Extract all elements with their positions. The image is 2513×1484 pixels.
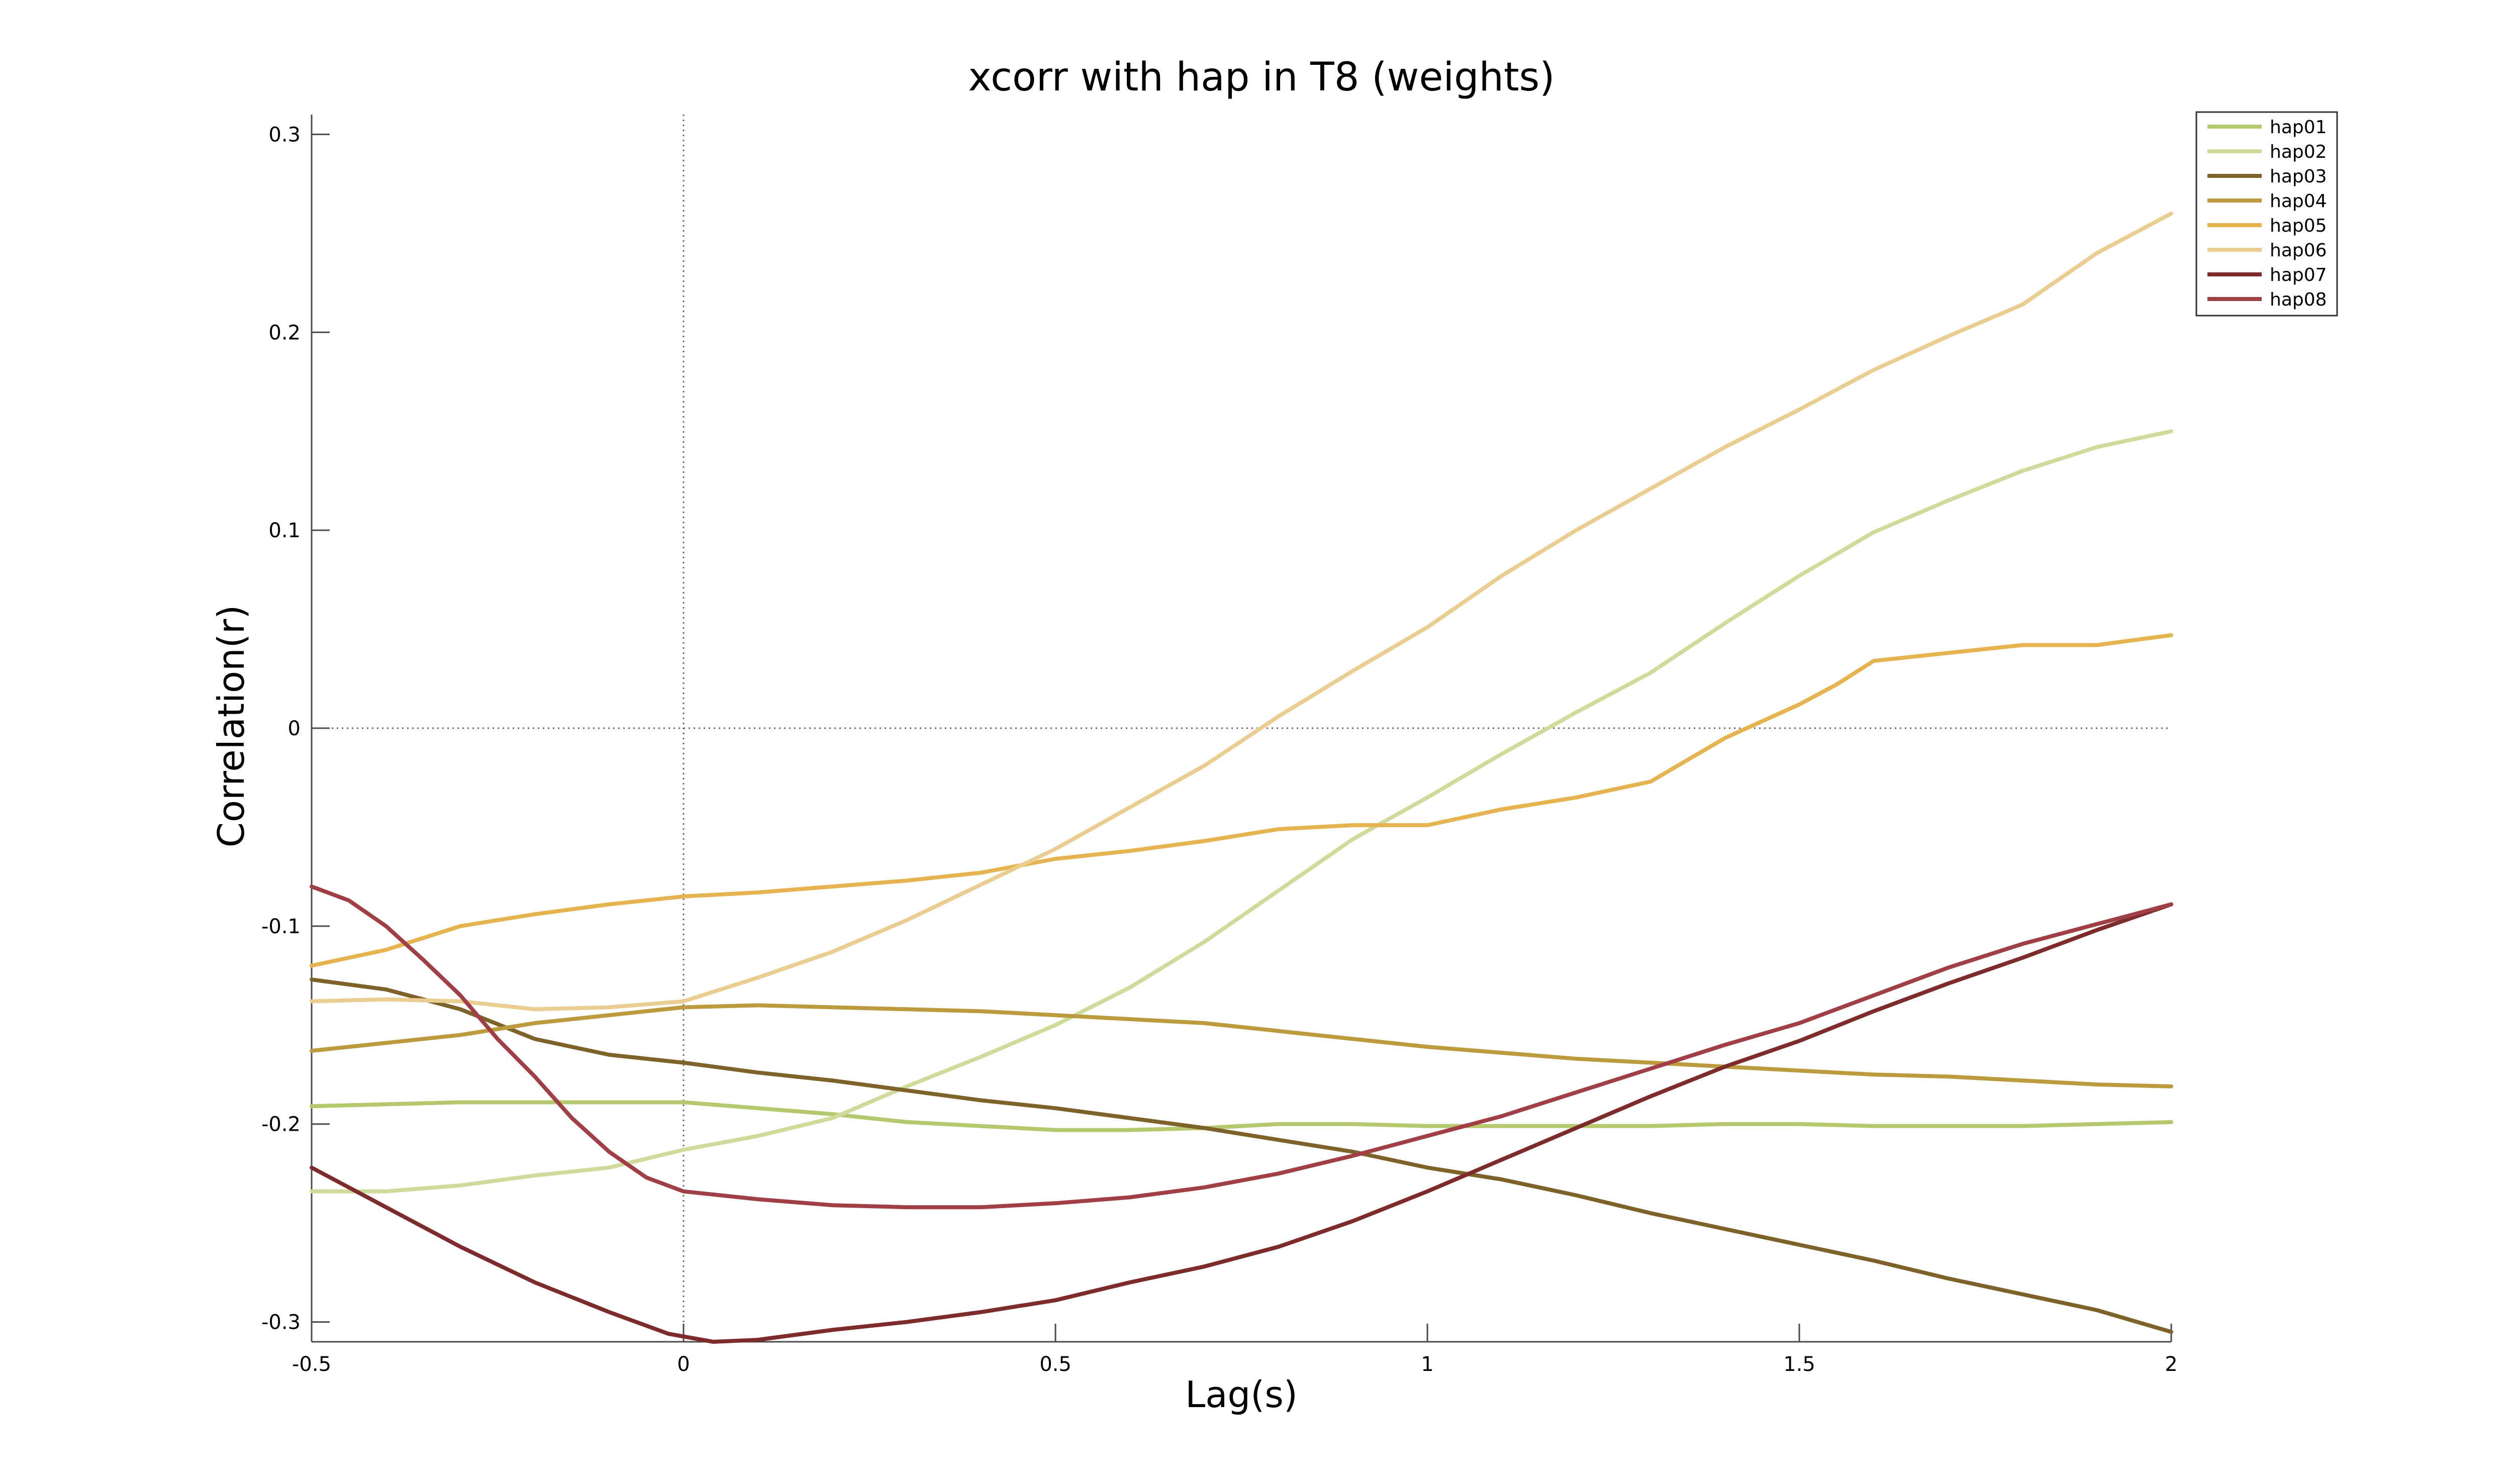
legend-label-hap04: hap04	[2270, 191, 2327, 212]
y-tick-label: 0.1	[268, 519, 301, 542]
series-line-hap03	[310, 977, 2173, 1334]
y-axis-ticks: -0.3 -0.2 -0.1 0 0.1 0.2 0.3	[261, 123, 330, 1334]
y-tick-label: 0.3	[268, 123, 301, 146]
x-tick-label: 1.5	[1783, 1353, 1815, 1376]
series-line-hap06	[310, 211, 2173, 1012]
reference-lines	[312, 115, 2171, 1342]
series-line-hap02	[310, 429, 2173, 1194]
legend-label-hap06: hap06	[2270, 240, 2327, 261]
y-tick-label: 0	[288, 717, 301, 740]
y-tick-label: -0.2	[261, 1113, 301, 1136]
series-line-hap08	[310, 884, 2173, 1210]
legend-label-hap02: hap02	[2270, 142, 2327, 162]
chart-title: xcorr with hap in T8 (weights)	[968, 55, 1555, 100]
series-line-hap05	[310, 633, 2173, 968]
x-axis-label: Lag(s)	[1185, 1373, 1298, 1416]
series-lines	[310, 211, 2173, 1344]
legend-label-hap08: hap08	[2270, 289, 2327, 310]
x-tick-label: 2	[2165, 1353, 2177, 1376]
legend-label-hap01: hap01	[2270, 117, 2327, 138]
y-tick-label: -0.3	[261, 1311, 301, 1334]
series-line-hap04	[310, 1003, 2173, 1089]
x-tick-label: 1	[1421, 1353, 1433, 1376]
y-axis-label: Correlation(r)	[210, 605, 252, 848]
x-tick-label: -0.5	[292, 1353, 331, 1376]
y-tick-label: 0.2	[268, 321, 301, 344]
x-axis-ticks: -0.5 0 0.5 1 1.5 2	[292, 1324, 2178, 1376]
x-tick-label: 0	[677, 1353, 690, 1376]
legend: hap01 hap02 hap03 hap04 hap05 hap06 hap07 hap08	[2195, 111, 2338, 317]
series-line-hap01	[310, 1100, 2173, 1132]
series-line-hap07	[310, 902, 2173, 1344]
legend-box	[2195, 111, 2338, 317]
legend-label-hap07: hap07	[2270, 265, 2327, 285]
x-tick-label: 0.5	[1039, 1353, 1072, 1376]
legend-label-hap03: hap03	[2270, 166, 2327, 187]
y-tick-label: -0.1	[261, 915, 301, 938]
legend-label-hap05: hap05	[2270, 216, 2327, 236]
